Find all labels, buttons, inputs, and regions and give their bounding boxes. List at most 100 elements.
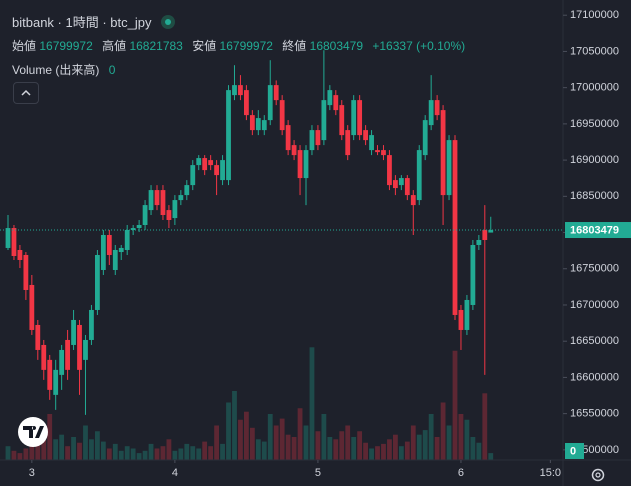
price-label-box (565, 222, 631, 239)
volume-bar (130, 448, 136, 460)
volume-bar (434, 437, 440, 460)
volume-legend: Volume (出来高) 0 (12, 61, 115, 78)
candle-body (5, 228, 11, 248)
volume-bar (303, 425, 309, 460)
candle-body (130, 228, 136, 230)
volume-bar (83, 425, 88, 460)
volume-bar (95, 431, 100, 460)
candle-body (220, 160, 225, 181)
volume-bar (369, 448, 374, 460)
volume-bar (422, 430, 428, 460)
candle-body (17, 249, 23, 260)
volume-axis-label: 0 (570, 445, 576, 457)
candle-body (261, 120, 267, 131)
candle-body (202, 158, 208, 171)
candle-body (339, 105, 345, 136)
candle-body (95, 254, 100, 310)
status-dot (161, 15, 176, 29)
candle-body (416, 150, 422, 201)
x-tick-label: 6 (458, 467, 464, 479)
volume-bar (249, 427, 255, 460)
volume-bar (154, 448, 160, 460)
candle-body (244, 90, 249, 116)
candle-body (196, 158, 202, 166)
candle-body (100, 234, 106, 270)
volume-bar (214, 425, 219, 460)
volume-bar (208, 446, 214, 460)
volume-bar (232, 391, 237, 460)
volume-bar (333, 439, 339, 460)
legend-value: 16799972 (219, 39, 273, 53)
candle-body (71, 319, 76, 345)
y-tick-label: 16650000 (570, 335, 619, 347)
volume-bar (220, 443, 225, 460)
volume-bar (190, 446, 196, 460)
candle-body (29, 284, 35, 330)
candle-body (154, 190, 160, 206)
legend-label: 始値 (12, 39, 37, 53)
volume-bar (244, 411, 249, 460)
candle-body (434, 100, 440, 116)
x-tick-label: 4 (172, 467, 178, 479)
volume-bar (65, 446, 70, 460)
candle-body (446, 140, 452, 196)
candle-body (470, 244, 476, 305)
x-tick-label: 3 (29, 467, 35, 479)
candle-body (65, 339, 70, 370)
candle-body (315, 130, 321, 146)
candle-body (249, 115, 255, 131)
candle-body (321, 100, 327, 141)
volume-bar (321, 414, 327, 460)
volume-bar (71, 437, 76, 460)
settings-gear (591, 468, 605, 482)
candle-body (428, 100, 434, 126)
candle-body (106, 234, 112, 255)
candle-body (166, 210, 172, 221)
volume-bar (184, 443, 190, 460)
candle-body (297, 150, 303, 179)
candle-body (458, 309, 464, 330)
volume-bar (452, 350, 458, 460)
y-tick-label: 16750000 (570, 263, 619, 275)
volume-bar (381, 443, 386, 460)
collapse-button[interactable] (13, 82, 39, 104)
volume-bar (416, 434, 422, 460)
candle-body (214, 165, 219, 176)
candle-body (112, 249, 118, 270)
volume-bar (363, 442, 368, 460)
volume-bar (178, 448, 184, 460)
candle-body (345, 130, 351, 156)
candle-body (393, 180, 398, 189)
candle-body (327, 90, 333, 106)
candle-body (482, 230, 488, 240)
legend-value: 16799972 (39, 39, 93, 53)
volume-bar (89, 439, 94, 460)
candle-body (142, 205, 148, 226)
volume-bar (458, 414, 464, 460)
volume-bar (59, 434, 65, 460)
volume-bar (226, 402, 231, 460)
volume-bar (41, 431, 47, 460)
volume-bar (11, 450, 17, 460)
candle-body (208, 160, 214, 166)
change: +16337 (+0.10%) (372, 39, 466, 53)
candle-body (309, 130, 315, 151)
chart-title: bitbank · 1時間 · btc_jpy (12, 15, 152, 30)
volume-label: Volume (出来高) (12, 63, 100, 77)
candle-body (47, 359, 53, 390)
settings-button[interactable] (591, 468, 605, 482)
candle-body (77, 324, 82, 370)
volume-bar (166, 439, 172, 460)
volume-bar (488, 453, 494, 460)
volume-bar (5, 446, 11, 460)
candle-body (124, 230, 130, 250)
volume-value: 0 (108, 63, 116, 77)
price-label: 16803479 (570, 224, 619, 236)
candle-body (387, 155, 392, 186)
candle-body (172, 200, 178, 219)
candle-body (118, 247, 124, 253)
volume-bar (142, 450, 148, 460)
candle-body (59, 349, 65, 375)
candle-body (357, 100, 363, 136)
volume-bar (375, 446, 380, 460)
